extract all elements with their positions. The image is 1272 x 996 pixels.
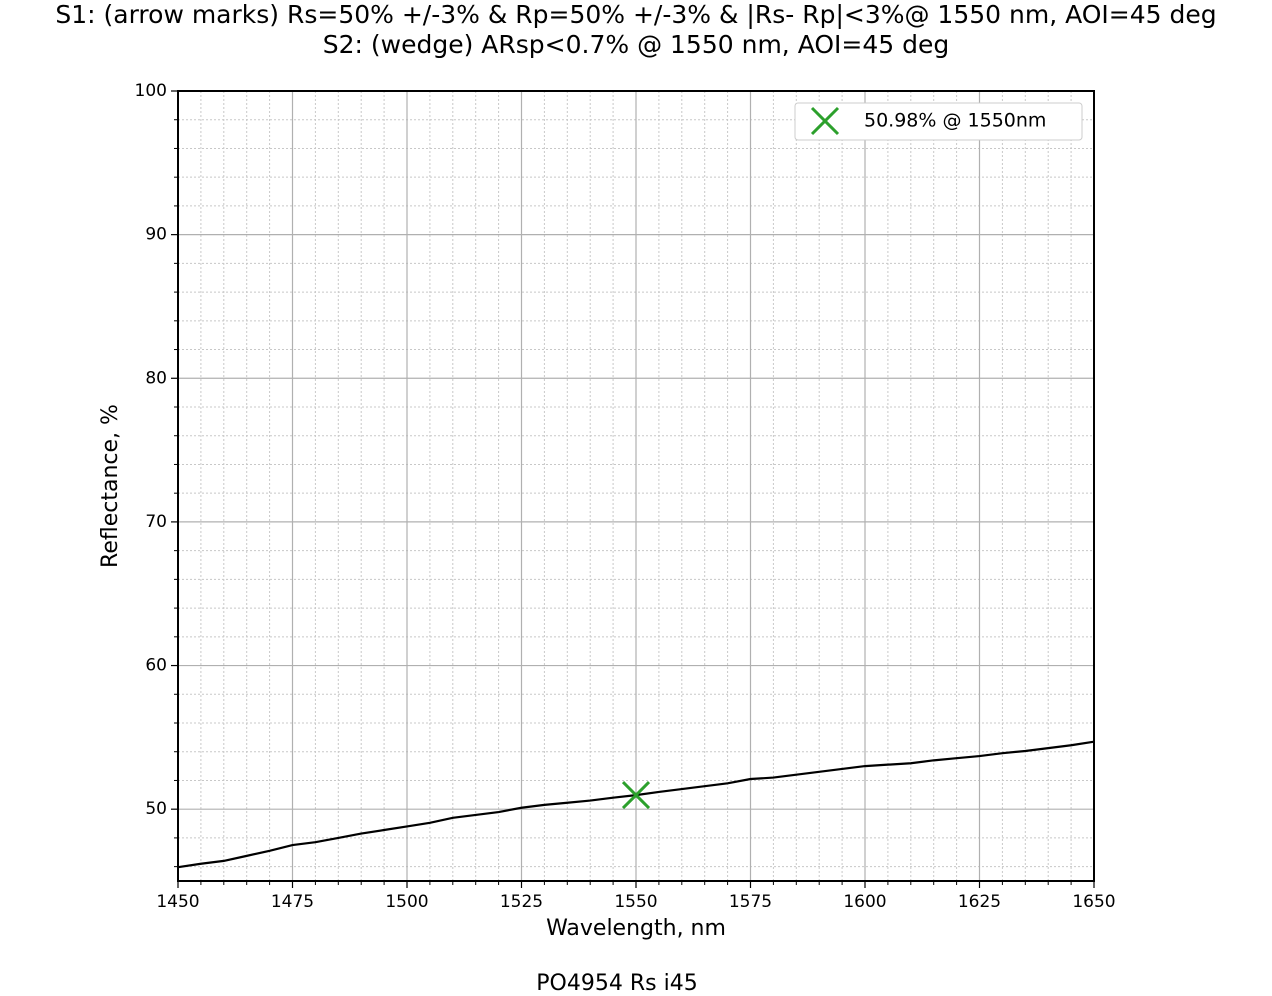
x-tick-label: 1625	[958, 892, 1001, 912]
y-axis-label: Reflectance, %	[98, 404, 123, 568]
y-tick-label: 100	[135, 81, 167, 101]
chart-title: S2: (wedge) ARsp<0.7% @ 1550 nm, AOI=45 …	[323, 30, 949, 59]
legend-label: 50.98% @ 1550nm	[864, 110, 1046, 132]
y-tick-label: 80	[145, 368, 167, 388]
caption: PO4954 Rs i45	[536, 971, 697, 996]
x-tick-label: 1600	[843, 892, 886, 912]
x-axis-label: Wavelength, nm	[546, 916, 726, 941]
x-tick-label: 1550	[614, 892, 657, 912]
x-tick-label: 1475	[271, 892, 314, 912]
chart-title: S1: (arrow marks) Rs=50% +/-3% & Rp=50% …	[55, 0, 1216, 29]
x-tick-label: 1450	[156, 892, 199, 912]
y-tick-label: 70	[145, 512, 167, 532]
x-tick-label: 1525	[500, 892, 543, 912]
x-tick-label: 1500	[385, 892, 428, 912]
legend-box	[794, 102, 1083, 141]
y-tick-label: 50	[145, 799, 167, 819]
y-tick-label: 90	[145, 225, 167, 245]
marker-stroke	[810, 106, 840, 136]
marker-stroke	[621, 781, 651, 810]
y-tick-label: 60	[145, 656, 167, 676]
x-tick-label: 1575	[729, 892, 772, 912]
x-tick-label: 1650	[1072, 892, 1115, 912]
plot-frame	[177, 90, 1095, 882]
